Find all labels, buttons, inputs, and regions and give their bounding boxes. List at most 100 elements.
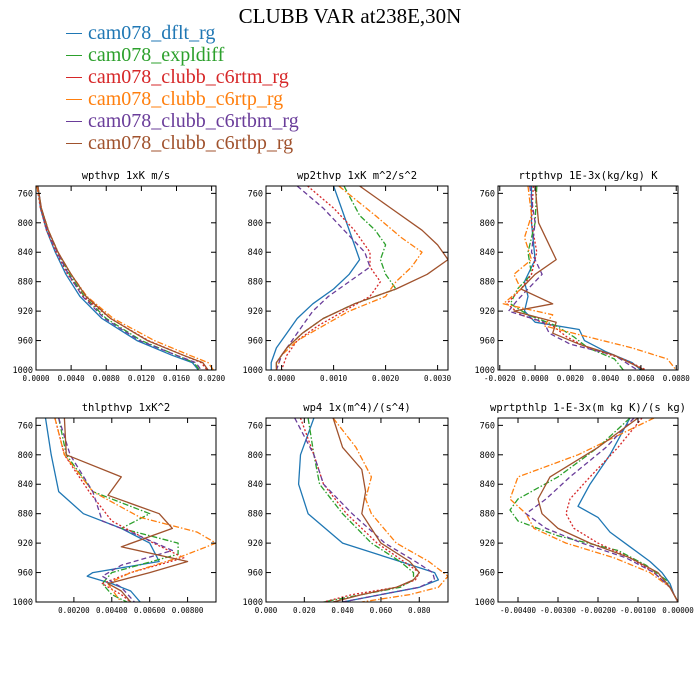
x-tick-label: 0.00000 (662, 606, 694, 615)
series-line (63, 418, 189, 602)
y-tick-label: 840 (480, 248, 495, 258)
x-tick-label: 0.0080 (663, 374, 691, 383)
x-tick-label: -0.00400 (500, 606, 537, 615)
series-line (565, 418, 678, 602)
legend-label: cam078_clubb_c6rtbp_rg (88, 132, 294, 154)
x-tick-label: 0.0000 (22, 374, 50, 383)
x-tick-label: 0.0000 (268, 374, 296, 383)
chart-panel: rtpthvp 1E-3x(kg/kg) K 760 800 840 880 920 960… (475, 170, 691, 383)
legend-swatch (66, 99, 82, 100)
series-line (275, 186, 423, 370)
series-line (502, 186, 677, 370)
y-tick-label: 800 (480, 219, 495, 229)
series-line (332, 418, 420, 602)
legend-swatch (66, 143, 82, 144)
plot-frame (497, 185, 679, 371)
x-tick-label: 0.00800 (172, 606, 204, 615)
legend-swatch (66, 77, 82, 78)
x-tick-label: 0.0160 (163, 374, 191, 383)
series-line (307, 418, 415, 602)
panel-title: rtpthvp 1E-3x(kg/kg) K (518, 170, 658, 182)
x-tick-label: 0.020 (293, 606, 316, 615)
series-line (37, 186, 200, 370)
series-line (275, 186, 371, 370)
y-tick-label: 760 (480, 421, 495, 431)
y-tick-label: 800 (248, 219, 263, 229)
x-tick-label: -0.00100 (620, 606, 657, 615)
series-line (537, 418, 678, 602)
plot-frame (265, 185, 449, 371)
series-line (577, 418, 678, 602)
x-tick-label: 0.00600 (134, 606, 166, 615)
y-tick-label: 1000 (13, 598, 33, 608)
y-tick-label: 880 (248, 510, 263, 520)
legend-label: cam078_dflt_rg (88, 22, 216, 44)
series-line (36, 186, 208, 370)
x-tick-label: 0.080 (408, 606, 431, 615)
series-line (37, 186, 202, 370)
y-tick-label: 880 (18, 278, 33, 288)
y-tick-label: 760 (18, 421, 33, 431)
y-tick-label: 840 (248, 248, 263, 258)
series-line (54, 418, 185, 602)
legend-label: cam078_clubb_c6rtm_rg (88, 66, 289, 88)
y-tick-label: 920 (18, 539, 33, 549)
series-group (44, 418, 216, 602)
y-tick-label: 880 (480, 278, 495, 288)
y-tick-label: 960 (248, 569, 263, 579)
x-tick-label: 0.00400 (96, 606, 128, 615)
panel-title: thlpthvp 1xK^2 (82, 402, 171, 414)
series-group (36, 186, 214, 370)
series-line (36, 186, 214, 370)
series-line (294, 418, 436, 602)
series-line (270, 186, 361, 370)
series-line (513, 186, 645, 370)
chart-panel: wp4 1x(m^4)/(s^4)76080084088092096010000… (243, 402, 449, 615)
legend-swatch (66, 33, 82, 34)
series-line (525, 418, 678, 602)
series-group (509, 418, 678, 602)
y-tick-label: 840 (18, 480, 33, 490)
series-line (58, 418, 174, 602)
panel-title: wpthvp 1xK m/s (82, 170, 171, 182)
legend-swatch (66, 121, 82, 122)
series-line (54, 418, 216, 602)
x-tick-label: 0.00200 (58, 606, 90, 615)
chart-panel: wp2thvp 1xK m^2/s^2 760 800 840 880 920 960 100… (243, 170, 452, 383)
series-line (44, 418, 160, 602)
y-tick-label: 760 (248, 189, 263, 199)
y-tick-label: 960 (18, 569, 33, 579)
series-group (294, 418, 448, 602)
series-line (509, 418, 678, 602)
legend-label: cam078_clubb_c6rtp_rg (88, 88, 284, 110)
y-tick-label: 960 (480, 569, 495, 579)
x-tick-label: 0.0120 (128, 374, 156, 383)
series-line (275, 186, 448, 370)
y-tick-label: 800 (248, 451, 263, 461)
x-tick-label: 0.0010 (320, 374, 348, 383)
x-tick-label: 0.0030 (424, 374, 452, 383)
series-line (280, 186, 382, 370)
legend-label: cam078_clubb_c6rtbm_rg (88, 110, 299, 132)
y-tick-label: 1000 (475, 366, 495, 376)
y-tick-label: 800 (480, 451, 495, 461)
y-tick-label: 1000 (243, 366, 263, 376)
panel-title: wp2thvp 1xK m^2/s^2 (297, 170, 417, 182)
figure-title: CLUBB VAR at238E,30N (238, 4, 462, 28)
y-tick-label: 920 (480, 539, 495, 549)
x-tick-label: 0.040 (331, 606, 354, 615)
series-line (275, 186, 397, 370)
y-tick-label: 920 (248, 539, 263, 549)
y-tick-label: 760 (480, 189, 495, 199)
x-tick-label: 0.0040 (592, 374, 620, 383)
x-tick-label: 0.000 (255, 606, 278, 615)
plot-frame (497, 417, 679, 603)
series-line (509, 418, 678, 602)
series-line (58, 418, 179, 602)
chart-panel: wprtpthlp 1-E-3x(m kg K)/(s kg) 760 800 840… (475, 402, 695, 615)
plot-frame (265, 417, 449, 603)
legend-swatch (66, 55, 82, 56)
x-tick-label: 0.0000 (522, 374, 550, 383)
y-tick-label: 960 (480, 337, 495, 347)
x-tick-label: 0.0200 (198, 374, 226, 383)
